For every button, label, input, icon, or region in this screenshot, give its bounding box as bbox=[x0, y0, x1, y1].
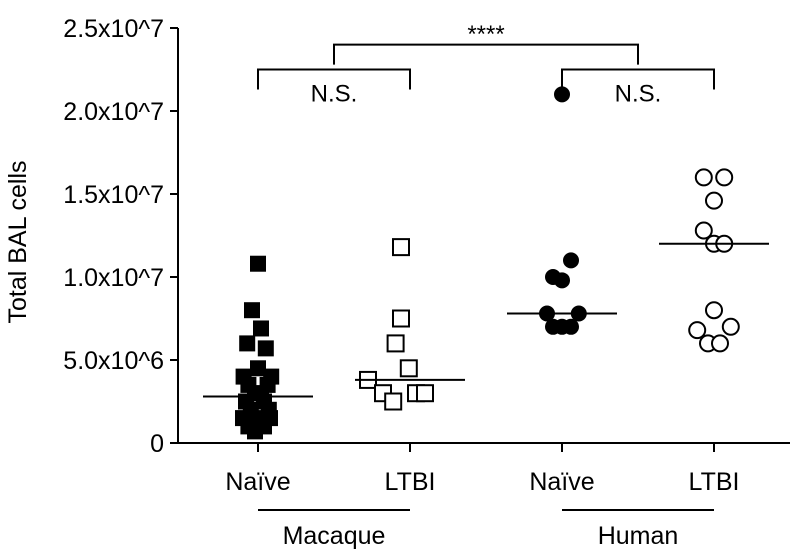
significance-brackets: N.S. N.S. **** bbox=[257, 21, 715, 108]
group-label: Macaque bbox=[283, 522, 386, 550]
data-point bbox=[244, 302, 260, 319]
significance-label: **** bbox=[467, 21, 504, 48]
data-point bbox=[247, 423, 263, 440]
significance-bracket bbox=[561, 68, 715, 90]
data-point bbox=[705, 301, 723, 320]
median-lines bbox=[203, 242, 769, 398]
data-point bbox=[554, 272, 570, 289]
y-tick-label: 0 bbox=[150, 430, 164, 458]
data-point bbox=[694, 168, 713, 187]
y-tick-label: 1.0x10^7 bbox=[63, 264, 164, 292]
significance-label: N.S. bbox=[311, 81, 358, 108]
axes bbox=[177, 28, 790, 444]
x-category-label: Naïve bbox=[529, 468, 594, 496]
significance-bracket bbox=[333, 43, 639, 65]
data-point bbox=[250, 255, 266, 272]
data-point bbox=[384, 392, 403, 411]
data-point bbox=[416, 384, 434, 403]
data-point bbox=[250, 360, 266, 377]
data-point bbox=[563, 252, 579, 269]
data-point bbox=[711, 334, 729, 353]
significance-label: N.S. bbox=[615, 81, 662, 108]
y-tick-label: 1.5x10^7 bbox=[63, 181, 164, 209]
y-tick-label: 5.0x10^6 bbox=[63, 347, 164, 375]
data-point bbox=[694, 221, 713, 240]
group-labels: Macaque Human bbox=[258, 509, 714, 550]
x-category-label: LTBI bbox=[689, 468, 740, 496]
significance-bracket bbox=[257, 68, 411, 90]
data-point bbox=[253, 320, 269, 337]
data-point bbox=[554, 86, 570, 103]
data-point bbox=[386, 334, 405, 353]
x-category-label: LTBI bbox=[385, 468, 436, 496]
data-point bbox=[688, 321, 707, 340]
data-point bbox=[257, 340, 274, 357]
x-category-label: Naïve bbox=[225, 468, 290, 496]
data-point bbox=[399, 359, 418, 378]
data-point bbox=[563, 318, 579, 335]
data-point bbox=[705, 191, 723, 210]
x-category-labels: Naïve LTBI Naïve LTBI bbox=[225, 443, 739, 496]
y-axis-title: Total BAL cells bbox=[4, 160, 32, 323]
y-tick-label: 2.5x10^7 bbox=[63, 15, 164, 43]
data-point bbox=[715, 168, 734, 187]
data-point bbox=[721, 317, 740, 336]
group-label: Human bbox=[598, 522, 679, 550]
y-ticks: 0 5.0x10^6 1.0x10^7 1.5x10^7 2.0x10^7 2.5x10^… bbox=[63, 15, 178, 458]
y-tick-label: 2.0x10^7 bbox=[63, 98, 164, 126]
data-points bbox=[235, 86, 740, 440]
data-point bbox=[392, 238, 410, 257]
data-point bbox=[392, 309, 410, 328]
data-point bbox=[239, 335, 256, 352]
